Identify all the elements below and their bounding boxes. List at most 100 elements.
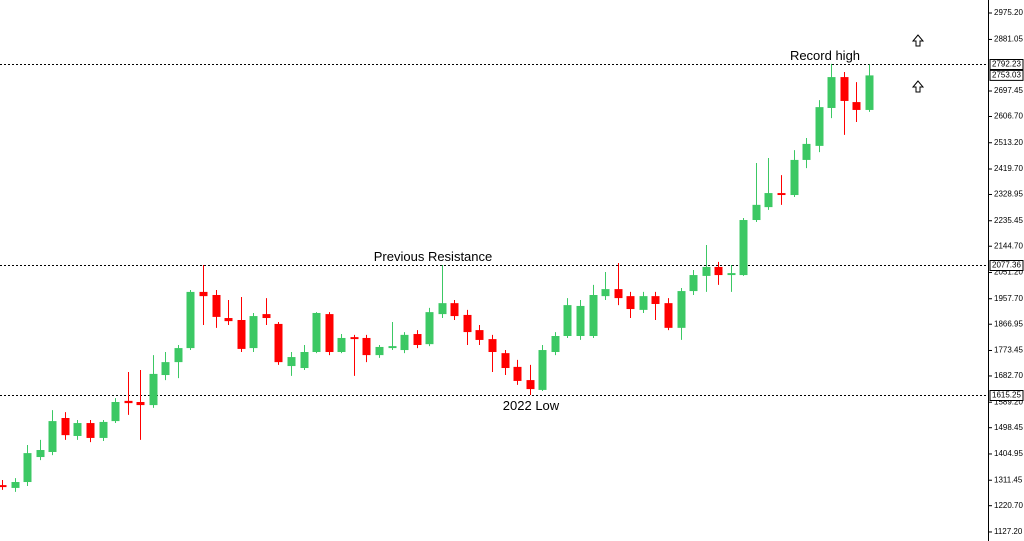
candle-body (551, 336, 560, 353)
candle-body (501, 353, 510, 369)
annotation: Previous Resistance (374, 249, 493, 264)
candle-body (337, 337, 346, 353)
candle-body (827, 77, 836, 108)
price-label-box (989, 69, 1024, 81)
candle-body (438, 303, 447, 315)
y-tick-label: 2051.20 (994, 268, 1023, 277)
y-tick-label: 1773.45 (994, 346, 1023, 355)
annotation: 2022 Low (503, 398, 560, 413)
candle-body (714, 266, 723, 276)
candle-body (727, 273, 736, 276)
level-label-box (989, 260, 1024, 271)
candle-body (463, 314, 472, 333)
candle-body (237, 319, 246, 349)
y-tick-label: 1404.95 (994, 449, 1023, 458)
candle-body (111, 401, 120, 422)
candle-body (186, 291, 195, 349)
candle-body (0, 485, 7, 488)
candle-body (626, 296, 635, 310)
candle-body (475, 330, 484, 340)
candle-body (677, 291, 686, 328)
y-tick-label: 2328.95 (994, 190, 1023, 199)
candle-body (124, 400, 133, 404)
candle-body (601, 289, 610, 297)
candle-body (563, 305, 572, 337)
candle-body (325, 314, 334, 353)
level-label-box (989, 59, 1024, 70)
candle-body (388, 346, 397, 349)
price-label: 2753.03 (992, 71, 1021, 80)
y-tick-label: 2881.05 (994, 35, 1023, 44)
candle-body (212, 295, 221, 317)
y-tick-label: 1127.20 (994, 527, 1023, 536)
arrow-icon (911, 34, 925, 47)
y-tick-label: 2606.70 (994, 112, 1023, 121)
y-tick-label: 1957.70 (994, 294, 1023, 303)
y-tick-label: 2144.70 (994, 241, 1023, 250)
candle-body (488, 339, 497, 353)
candle-body (664, 303, 673, 328)
candle-body (73, 423, 82, 436)
candle-body (589, 295, 598, 337)
candle-body (576, 305, 585, 337)
candle-body (689, 275, 698, 292)
candle-body (350, 337, 359, 340)
candle-body (312, 312, 321, 353)
annotation: Record high (790, 48, 860, 63)
candle-body (450, 303, 459, 317)
candle-body (86, 423, 95, 438)
candle-body (739, 220, 748, 276)
y-tick-label: 1589.20 (994, 397, 1023, 406)
candle-body (99, 421, 108, 438)
candle-body (149, 373, 158, 406)
candle-body (249, 316, 258, 349)
candle-body (413, 334, 422, 345)
candle-body (23, 453, 32, 483)
y-tick-label: 1866.95 (994, 319, 1023, 328)
candle-body (11, 482, 20, 488)
level-label: 2792.23 (992, 60, 1021, 69)
candle-body (262, 314, 271, 319)
level-label: 2077.36 (992, 261, 1021, 270)
candle-body (802, 143, 811, 160)
candle-body (375, 346, 384, 356)
level-label-box (989, 390, 1024, 401)
candle-body (224, 318, 233, 322)
candle-body (614, 289, 623, 299)
candle-body (815, 107, 824, 146)
candle-body (362, 337, 371, 356)
candle-body (136, 401, 145, 406)
candle-body (538, 350, 547, 390)
y-tick-label: 2419.70 (994, 164, 1023, 173)
y-tick-label: 1498.45 (994, 423, 1023, 432)
candle-body (48, 421, 57, 452)
candle-body (287, 357, 296, 367)
candle-body (702, 266, 711, 276)
y-tick-label: 1220.70 (994, 501, 1023, 510)
arrow-icon (911, 80, 925, 93)
candle-body (639, 296, 648, 310)
candle-body (300, 352, 309, 369)
candle-body (199, 291, 208, 297)
candle-body (36, 450, 45, 458)
candle-body (852, 102, 861, 110)
candle-body (764, 193, 773, 208)
candle-body (161, 362, 170, 376)
candle-body (274, 323, 283, 363)
candle-body (400, 334, 409, 351)
candle-body (174, 348, 183, 363)
level-label: 1615.25 (992, 391, 1021, 400)
candle-body (752, 204, 761, 221)
candle-body (526, 380, 535, 390)
y-tick-label: 2513.20 (994, 138, 1023, 147)
candle-body (777, 193, 786, 196)
candle-body (865, 75, 874, 110)
y-tick-label: 2975.20 (994, 8, 1023, 17)
y-tick-label: 2697.45 (994, 86, 1023, 95)
candle-body (61, 418, 70, 436)
y-tick-label: 1311.45 (994, 475, 1023, 484)
